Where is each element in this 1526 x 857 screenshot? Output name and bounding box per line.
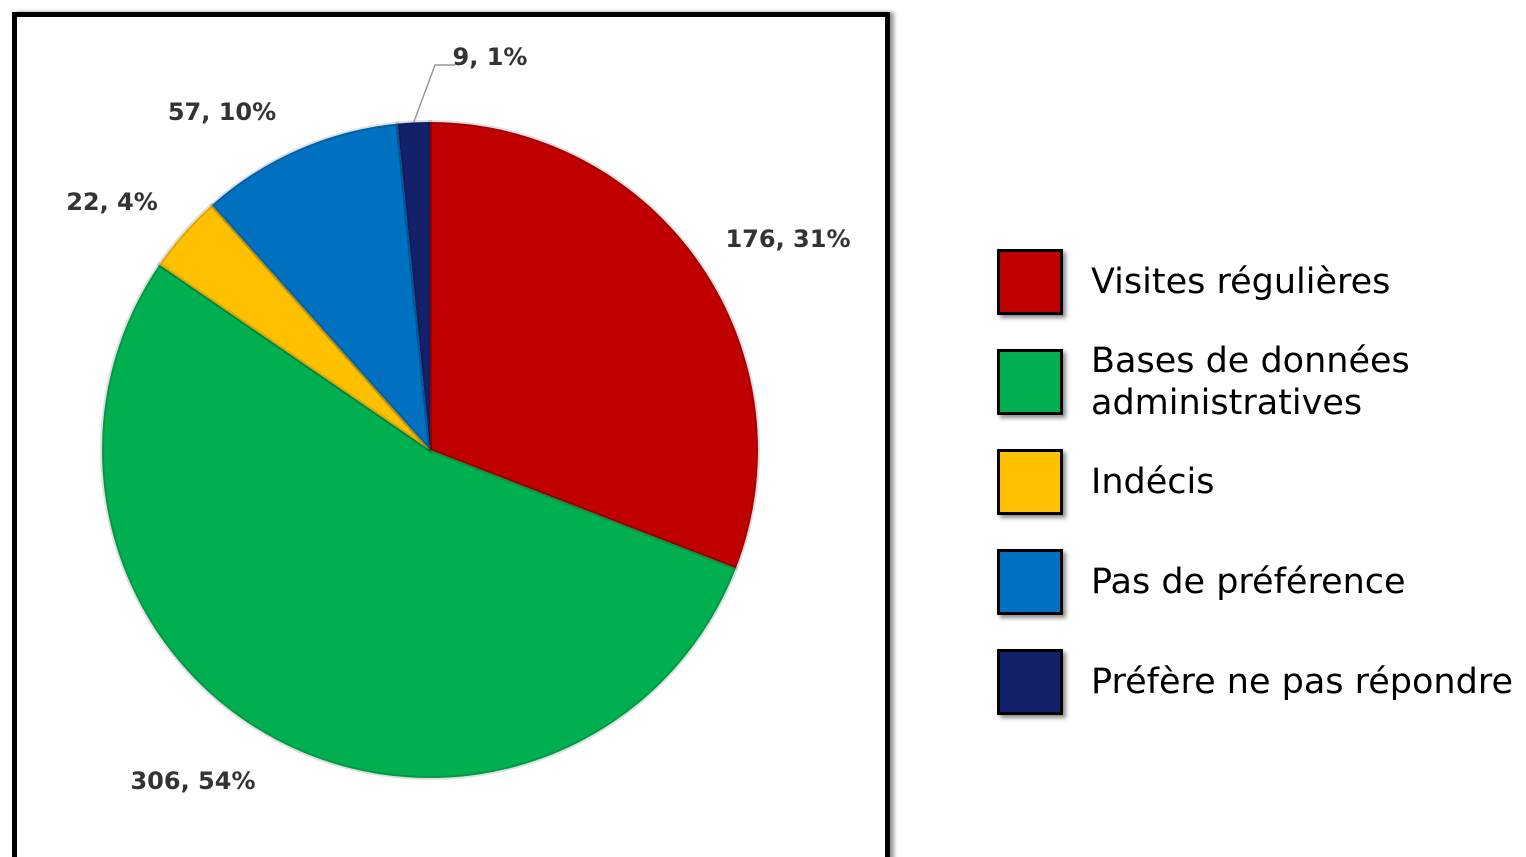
- legend-swatch: [997, 549, 1063, 615]
- data-label: 9, 1%: [453, 43, 528, 71]
- pie-slice: [395, 119, 432, 451]
- data-label: 22, 4%: [66, 188, 158, 216]
- legend-item: Bases de données administratives: [997, 332, 1513, 432]
- chart-frame: [12, 12, 890, 857]
- legend-item: Visites régulières: [997, 232, 1513, 332]
- data-label: 57, 10%: [168, 98, 276, 126]
- legend-label: Préfère ne pas répondre: [1091, 662, 1513, 702]
- legend-swatch: [997, 649, 1063, 715]
- legend-item: Pas de préférence: [997, 532, 1513, 632]
- data-label: 176, 31%: [725, 225, 850, 253]
- legend-swatch: [997, 449, 1063, 515]
- legend-label: Bases de données administratives: [1091, 341, 1410, 423]
- legend: Visites régulières Bases de données admin…: [997, 232, 1513, 732]
- chart: 176, 31% 306, 54% 22, 4% 57, 10% 9, 1%: [66, 43, 850, 795]
- legend-swatch: [997, 349, 1063, 415]
- legend-label: Indécis: [1091, 462, 1215, 502]
- legend-item: Indécis: [997, 432, 1513, 532]
- pie-slice: [156, 202, 432, 452]
- data-label: 306, 54%: [130, 767, 255, 795]
- legend-label: Visites régulières: [1091, 262, 1391, 302]
- legend-label: Pas de préférence: [1091, 562, 1406, 602]
- pie-slice: [428, 119, 760, 571]
- pie-slice: [100, 261, 739, 780]
- legend-swatch: [997, 249, 1063, 315]
- legend-item: Préfère ne pas répondre: [997, 632, 1513, 732]
- pie-slice: [209, 121, 433, 456]
- leader-line: [413, 64, 455, 123]
